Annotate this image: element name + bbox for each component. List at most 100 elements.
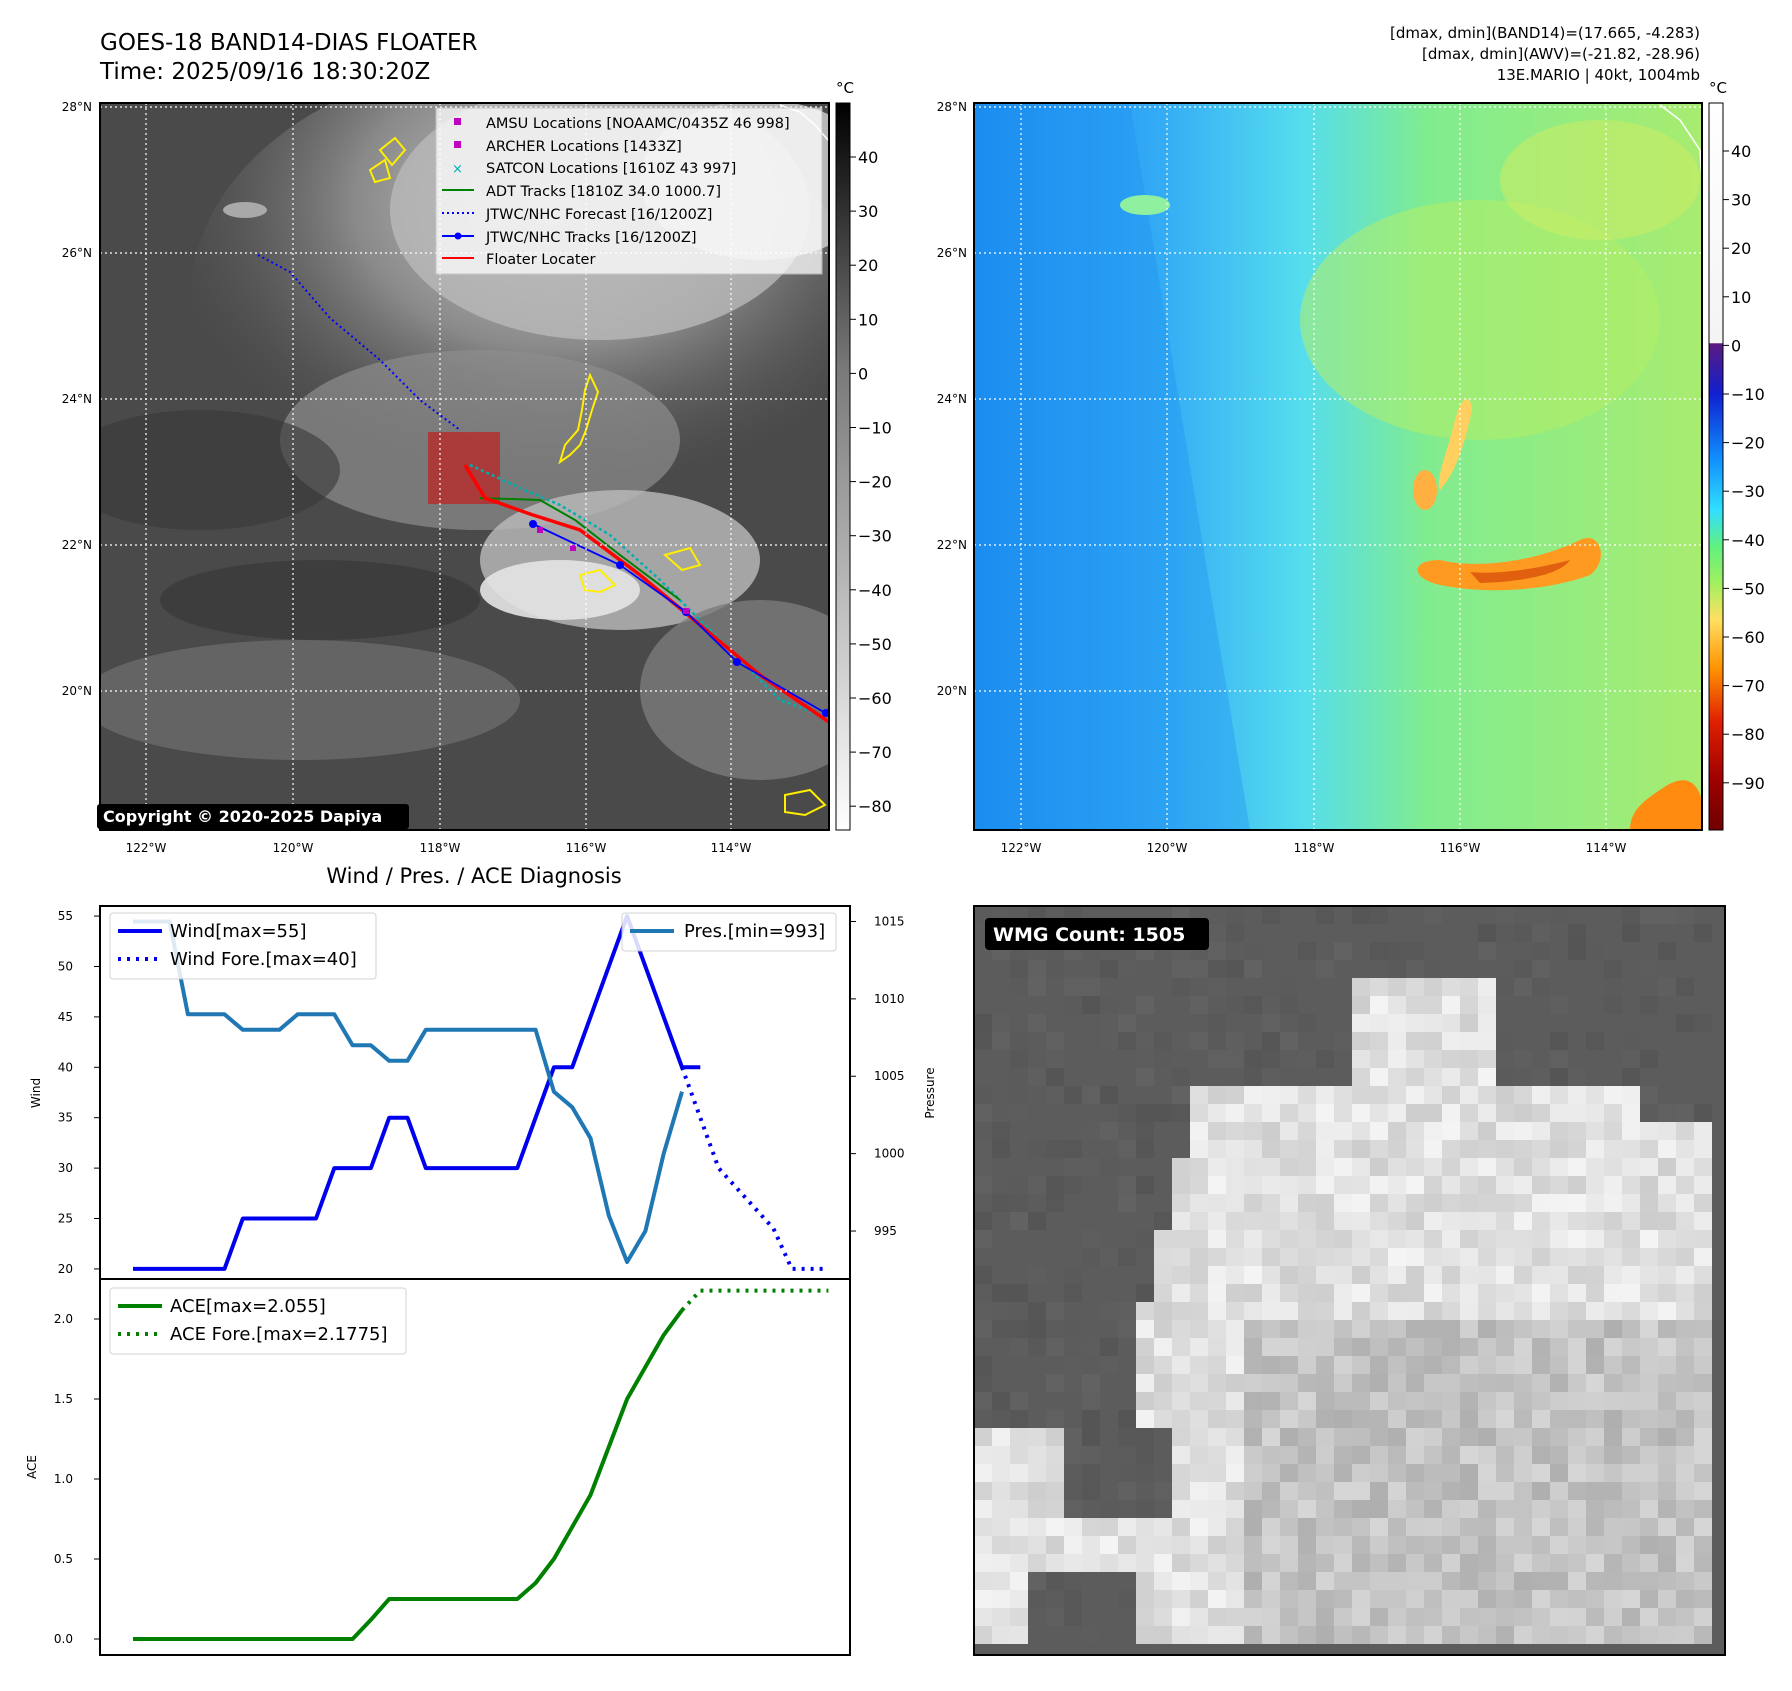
wmg-pixel [1316,1590,1334,1608]
wmg-pixel [1676,1374,1694,1392]
wmg-pixel [1532,1086,1550,1104]
wmg-pixel [1568,1536,1586,1554]
wmg-pixel [1100,960,1118,978]
wmg-pixel [1154,1590,1172,1608]
wmg-pixel [1262,1266,1280,1284]
wv-colorbar-label: 0 [1731,336,1741,355]
wmg-pixel [1658,1158,1676,1176]
wmg-pixel [1244,960,1262,978]
wmg-pixel [974,1536,992,1554]
wmg-pixel [1406,1320,1424,1338]
wmg-pixel [974,1608,992,1626]
wmg-pixel [1496,1428,1514,1446]
wmg-pixel [1640,1320,1658,1338]
wmg-pixel [992,1032,1010,1050]
wmg-pixel [1460,1068,1478,1086]
wmg-pixel [1640,1428,1658,1446]
wmg-pixel [1370,1302,1388,1320]
wmg-pixel [1280,1140,1298,1158]
wmg-pixel [1676,1158,1694,1176]
wmg-pixel [1136,1626,1154,1644]
wmg-pixel [1460,1104,1478,1122]
wmg-pixel [1172,1626,1190,1644]
wmg-pixel [1514,1140,1532,1158]
wmg-pixel [1226,1554,1244,1572]
wmg-pixel [974,1482,992,1500]
wmg-pixel [1298,1338,1316,1356]
wmg-pixel [1280,1608,1298,1626]
wmg-pixel [1694,1572,1712,1590]
wmg-pixel [1406,1446,1424,1464]
wmg-pixel [1334,1194,1352,1212]
wmg-pixel [1676,1410,1694,1428]
wmg-pixel [1334,1464,1352,1482]
wmg-pixel [1226,1536,1244,1554]
wmg-pixel [1586,1104,1604,1122]
wmg-pixel [1280,1572,1298,1590]
wmg-pixel [1208,924,1226,942]
wmg-pixel [1118,1554,1136,1572]
wmg-pixel [1586,1194,1604,1212]
wmg-pixel [1532,960,1550,978]
wmg-pixel [1154,1500,1172,1518]
wmg-pixel [1478,1338,1496,1356]
wmg-pixel [1586,1392,1604,1410]
pressure-ytick-label: 1010 [874,992,905,1006]
wmg-pixel [1298,1608,1316,1626]
wmg-pixel [1604,1104,1622,1122]
wmg-pixel [1226,1518,1244,1536]
wind-ytick-label: 30 [58,1161,73,1175]
wmg-pixel [1532,1608,1550,1626]
wmg-pixel [1172,1320,1190,1338]
wmg-pixel [1586,1212,1604,1230]
wmg-pixel [1352,1482,1370,1500]
wmg-pixel [1586,1608,1604,1626]
wmg-pixel [974,1626,992,1644]
wmg-pixel [1676,1554,1694,1572]
wmg-pixel [1496,1536,1514,1554]
wmg-pixel [1532,1392,1550,1410]
wmg-pixel [1370,1140,1388,1158]
wmg-pixel [1280,1590,1298,1608]
wmg-pixel [1334,1212,1352,1230]
wmg-pixel [1100,1500,1118,1518]
wmg-pixel [1658,1446,1676,1464]
wv-colorbar-label: −60 [1731,628,1765,647]
wmg-pixel [1388,1032,1406,1050]
wmg-pixel [1028,1338,1046,1356]
wmg-pixel [1424,1266,1442,1284]
wmg-pixel [1226,1230,1244,1248]
wmg-pixel [1496,1554,1514,1572]
wmg-pixel [1244,996,1262,1014]
wmg-pixel [1460,1230,1478,1248]
wmg-pixel [1190,1212,1208,1230]
wmg-pixel [1424,1428,1442,1446]
wmg-pixel [1604,1338,1622,1356]
wmg-pixel [1046,1536,1064,1554]
wmg-pixel [1532,1356,1550,1374]
wmg-pixel [1154,1608,1172,1626]
wmg-pixel [1244,1050,1262,1068]
wmg-pixel [1388,1230,1406,1248]
wmg-pixel [1244,1338,1262,1356]
wmg-pixel [1424,1050,1442,1068]
wmg-pixel [1694,1410,1712,1428]
wmg-pixel [992,1122,1010,1140]
wmg-pixel [1100,1554,1118,1572]
wmg-pixel [1550,1536,1568,1554]
wmg-pixel [1496,1284,1514,1302]
wmg-pixel [1460,1374,1478,1392]
wmg-pixel [1406,1104,1424,1122]
wv-imagery [974,103,1702,830]
wmg-pixel [1478,1464,1496,1482]
wmg-pixel [1478,1518,1496,1536]
wmg-pixel [1532,1410,1550,1428]
wv-colorbar-label: 40 [1731,142,1751,161]
series-line-wind [133,914,701,1271]
wmg-pixel [1334,1500,1352,1518]
wmg-pixel [1334,1608,1352,1626]
wmg-pixel [1514,924,1532,942]
wmg-pixel [1316,1302,1334,1320]
wmg-pixel [1586,1446,1604,1464]
wmg-pixel [1640,1248,1658,1266]
